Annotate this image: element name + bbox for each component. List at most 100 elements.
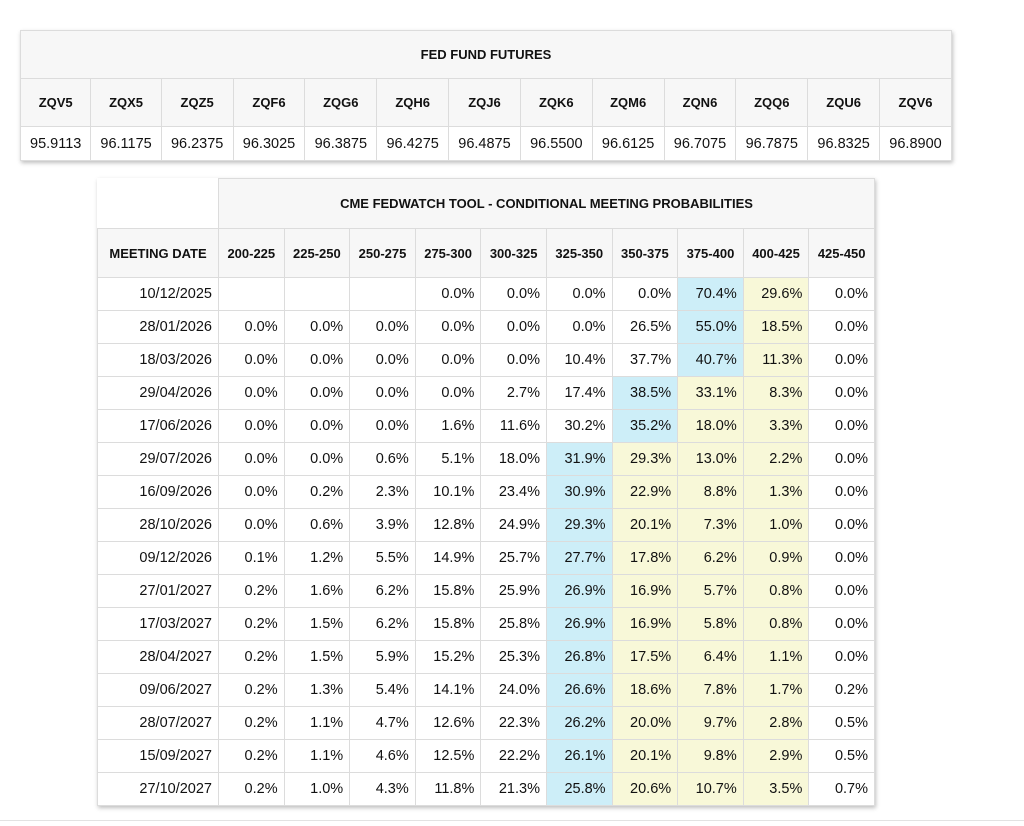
probability-cell: 25.8% bbox=[545, 772, 613, 806]
probability-cell: 13.0% bbox=[677, 442, 744, 476]
probability-cell: 0.0% bbox=[480, 343, 547, 377]
probability-cell: 23.4% bbox=[480, 475, 547, 509]
probability-cell: 1.6% bbox=[283, 574, 351, 608]
probability-cell: 1.1% bbox=[742, 640, 810, 674]
contract-code: ZQX5 bbox=[90, 78, 162, 127]
probability-cell: 38.5% bbox=[611, 376, 679, 410]
meeting-row: 28/01/2026 0.0% 0.0% 0.0% 0.0% 0.0% 0.0% 26.5% 5… bbox=[97, 310, 875, 344]
contract-price: 96.2375 bbox=[160, 126, 234, 161]
rate-range: 325-350 bbox=[545, 228, 613, 278]
probability-cell: 14.9% bbox=[414, 541, 482, 575]
meeting-date: 09/06/2027 bbox=[97, 673, 219, 707]
probability-cell: 26.1% bbox=[545, 739, 613, 773]
probability-cell: 0.0% bbox=[283, 409, 351, 443]
probability-cell: 0.0% bbox=[808, 607, 875, 641]
fedwatch-table: CME FEDWATCH TOOL - CONDITIONAL MEETING … bbox=[97, 178, 875, 806]
probability-cell: 0.2% bbox=[218, 607, 285, 641]
probability-cell: 17.4% bbox=[545, 376, 613, 410]
probability-cell: 55.0% bbox=[677, 310, 744, 344]
divider bbox=[0, 820, 1024, 821]
probability-cell: 20.6% bbox=[611, 772, 679, 806]
probability-cell: 0.0% bbox=[414, 277, 482, 311]
probability-cell: 0.0% bbox=[414, 376, 482, 410]
probability-cell: 0.0% bbox=[611, 277, 679, 311]
meeting-date: 29/07/2026 bbox=[97, 442, 219, 476]
probability-cell: 0.0% bbox=[808, 409, 875, 443]
rate-range: 350-375 bbox=[611, 228, 679, 278]
probability-cell: 0.2% bbox=[218, 574, 285, 608]
meeting-row: 09/06/2027 0.2% 1.3% 5.4% 14.1% 24.0% 26.6% 18.… bbox=[97, 673, 875, 707]
meeting-date: 15/09/2027 bbox=[97, 739, 219, 773]
probability-cell: 18.0% bbox=[480, 442, 547, 476]
rate-range: 425-450 bbox=[808, 228, 875, 278]
probability-cell: 0.2% bbox=[218, 772, 285, 806]
contract-code: ZQZ5 bbox=[160, 78, 234, 127]
probability-cell: 0.0% bbox=[218, 508, 285, 542]
meeting-date: 28/10/2026 bbox=[97, 508, 219, 542]
probability-cell: 26.6% bbox=[545, 673, 613, 707]
probability-cell: 0.2% bbox=[218, 706, 285, 740]
probability-cell: 17.5% bbox=[611, 640, 679, 674]
contract-price: 96.3875 bbox=[304, 126, 378, 161]
contract-code: ZQU6 bbox=[807, 78, 881, 127]
probability-cell: 0.0% bbox=[808, 541, 875, 575]
meeting-date: 17/03/2027 bbox=[97, 607, 219, 641]
probability-cell: 29.3% bbox=[611, 442, 679, 476]
meeting-row: 16/09/2026 0.0% 0.2% 2.3% 10.1% 23.4% 30.9% 22.… bbox=[97, 475, 875, 509]
meeting-row: 10/12/2025 0.0% 0.0% 0.0% 0.0% 70.4% 29.6% 0.0% bbox=[97, 277, 875, 311]
meeting-date: 28/07/2027 bbox=[97, 706, 219, 740]
probability-cell: 35.2% bbox=[611, 409, 679, 443]
fedwatch-title-row: CME FEDWATCH TOOL - CONDITIONAL MEETING … bbox=[97, 178, 875, 229]
probability-cell: 1.0% bbox=[742, 508, 810, 542]
probability-cell: 5.9% bbox=[349, 640, 416, 674]
probability-cell: 0.2% bbox=[218, 673, 285, 707]
rate-range: 250-275 bbox=[349, 228, 416, 278]
probability-cell: 5.4% bbox=[349, 673, 416, 707]
contract-price: 96.8325 bbox=[807, 126, 881, 161]
probability-cell: 22.2% bbox=[480, 739, 547, 773]
probability-cell: 25.8% bbox=[480, 607, 547, 641]
probability-cell: 3.3% bbox=[742, 409, 810, 443]
probability-cell: 22.9% bbox=[611, 475, 679, 509]
probability-cell: 0.0% bbox=[283, 310, 351, 344]
probability-cell: 11.3% bbox=[742, 343, 810, 377]
probability-cell: 30.2% bbox=[545, 409, 613, 443]
probability-cell: 1.1% bbox=[283, 706, 351, 740]
probability-cell: 25.9% bbox=[480, 574, 547, 608]
probability-cell: 10.4% bbox=[545, 343, 613, 377]
probability-cell: 6.4% bbox=[677, 640, 744, 674]
probability-cell: 6.2% bbox=[677, 541, 744, 575]
probability-cell: 3.5% bbox=[742, 772, 810, 806]
probability-cell: 18.5% bbox=[742, 310, 810, 344]
contract-code: ZQK6 bbox=[519, 78, 593, 127]
probability-cell: 0.2% bbox=[218, 640, 285, 674]
rate-range: 225-250 bbox=[283, 228, 351, 278]
futures-table: FED FUND FUTURES ZQV5 ZQX5 ZQZ5 ZQF6 ZQG6 ZQH… bbox=[19, 30, 952, 161]
probability-cell: 26.9% bbox=[545, 607, 613, 641]
probability-cell: 16.9% bbox=[611, 574, 679, 608]
probability-cell: 0.0% bbox=[218, 310, 285, 344]
probability-cell: 26.2% bbox=[545, 706, 613, 740]
meeting-date: 27/01/2027 bbox=[97, 574, 219, 608]
meeting-row: 17/03/2027 0.2% 1.5% 6.2% 15.8% 25.8% 26.9% 16.… bbox=[97, 607, 875, 641]
meeting-date: 16/09/2026 bbox=[97, 475, 219, 509]
probability-cell: 0.0% bbox=[808, 343, 875, 377]
probability-cell: 0.0% bbox=[218, 442, 285, 476]
probability-cell: 16.9% bbox=[611, 607, 679, 641]
probability-cell: 18.0% bbox=[677, 409, 744, 443]
probability-cell: 1.5% bbox=[283, 640, 351, 674]
probability-cell: 0.0% bbox=[218, 409, 285, 443]
probability-cell: 18.6% bbox=[611, 673, 679, 707]
contract-code: ZQJ6 bbox=[448, 78, 521, 127]
probability-cell: 0.0% bbox=[545, 277, 613, 311]
probability-cell: 20.0% bbox=[611, 706, 679, 740]
probability-cell: 26.5% bbox=[611, 310, 679, 344]
probability-cell: 0.0% bbox=[218, 343, 285, 377]
probability-cell: 10.7% bbox=[677, 772, 744, 806]
rate-range: 275-300 bbox=[414, 228, 482, 278]
meeting-row: 29/07/2026 0.0% 0.0% 0.6% 5.1% 18.0% 31.9% 29.3… bbox=[97, 442, 875, 476]
probability-cell: 5.1% bbox=[414, 442, 482, 476]
futures-code-row: ZQV5 ZQX5 ZQZ5 ZQF6 ZQG6 ZQH6 ZQJ6 ZQK6 ZQM6 ZQN6… bbox=[19, 78, 952, 127]
date-header: MEETING DATE bbox=[97, 228, 219, 278]
